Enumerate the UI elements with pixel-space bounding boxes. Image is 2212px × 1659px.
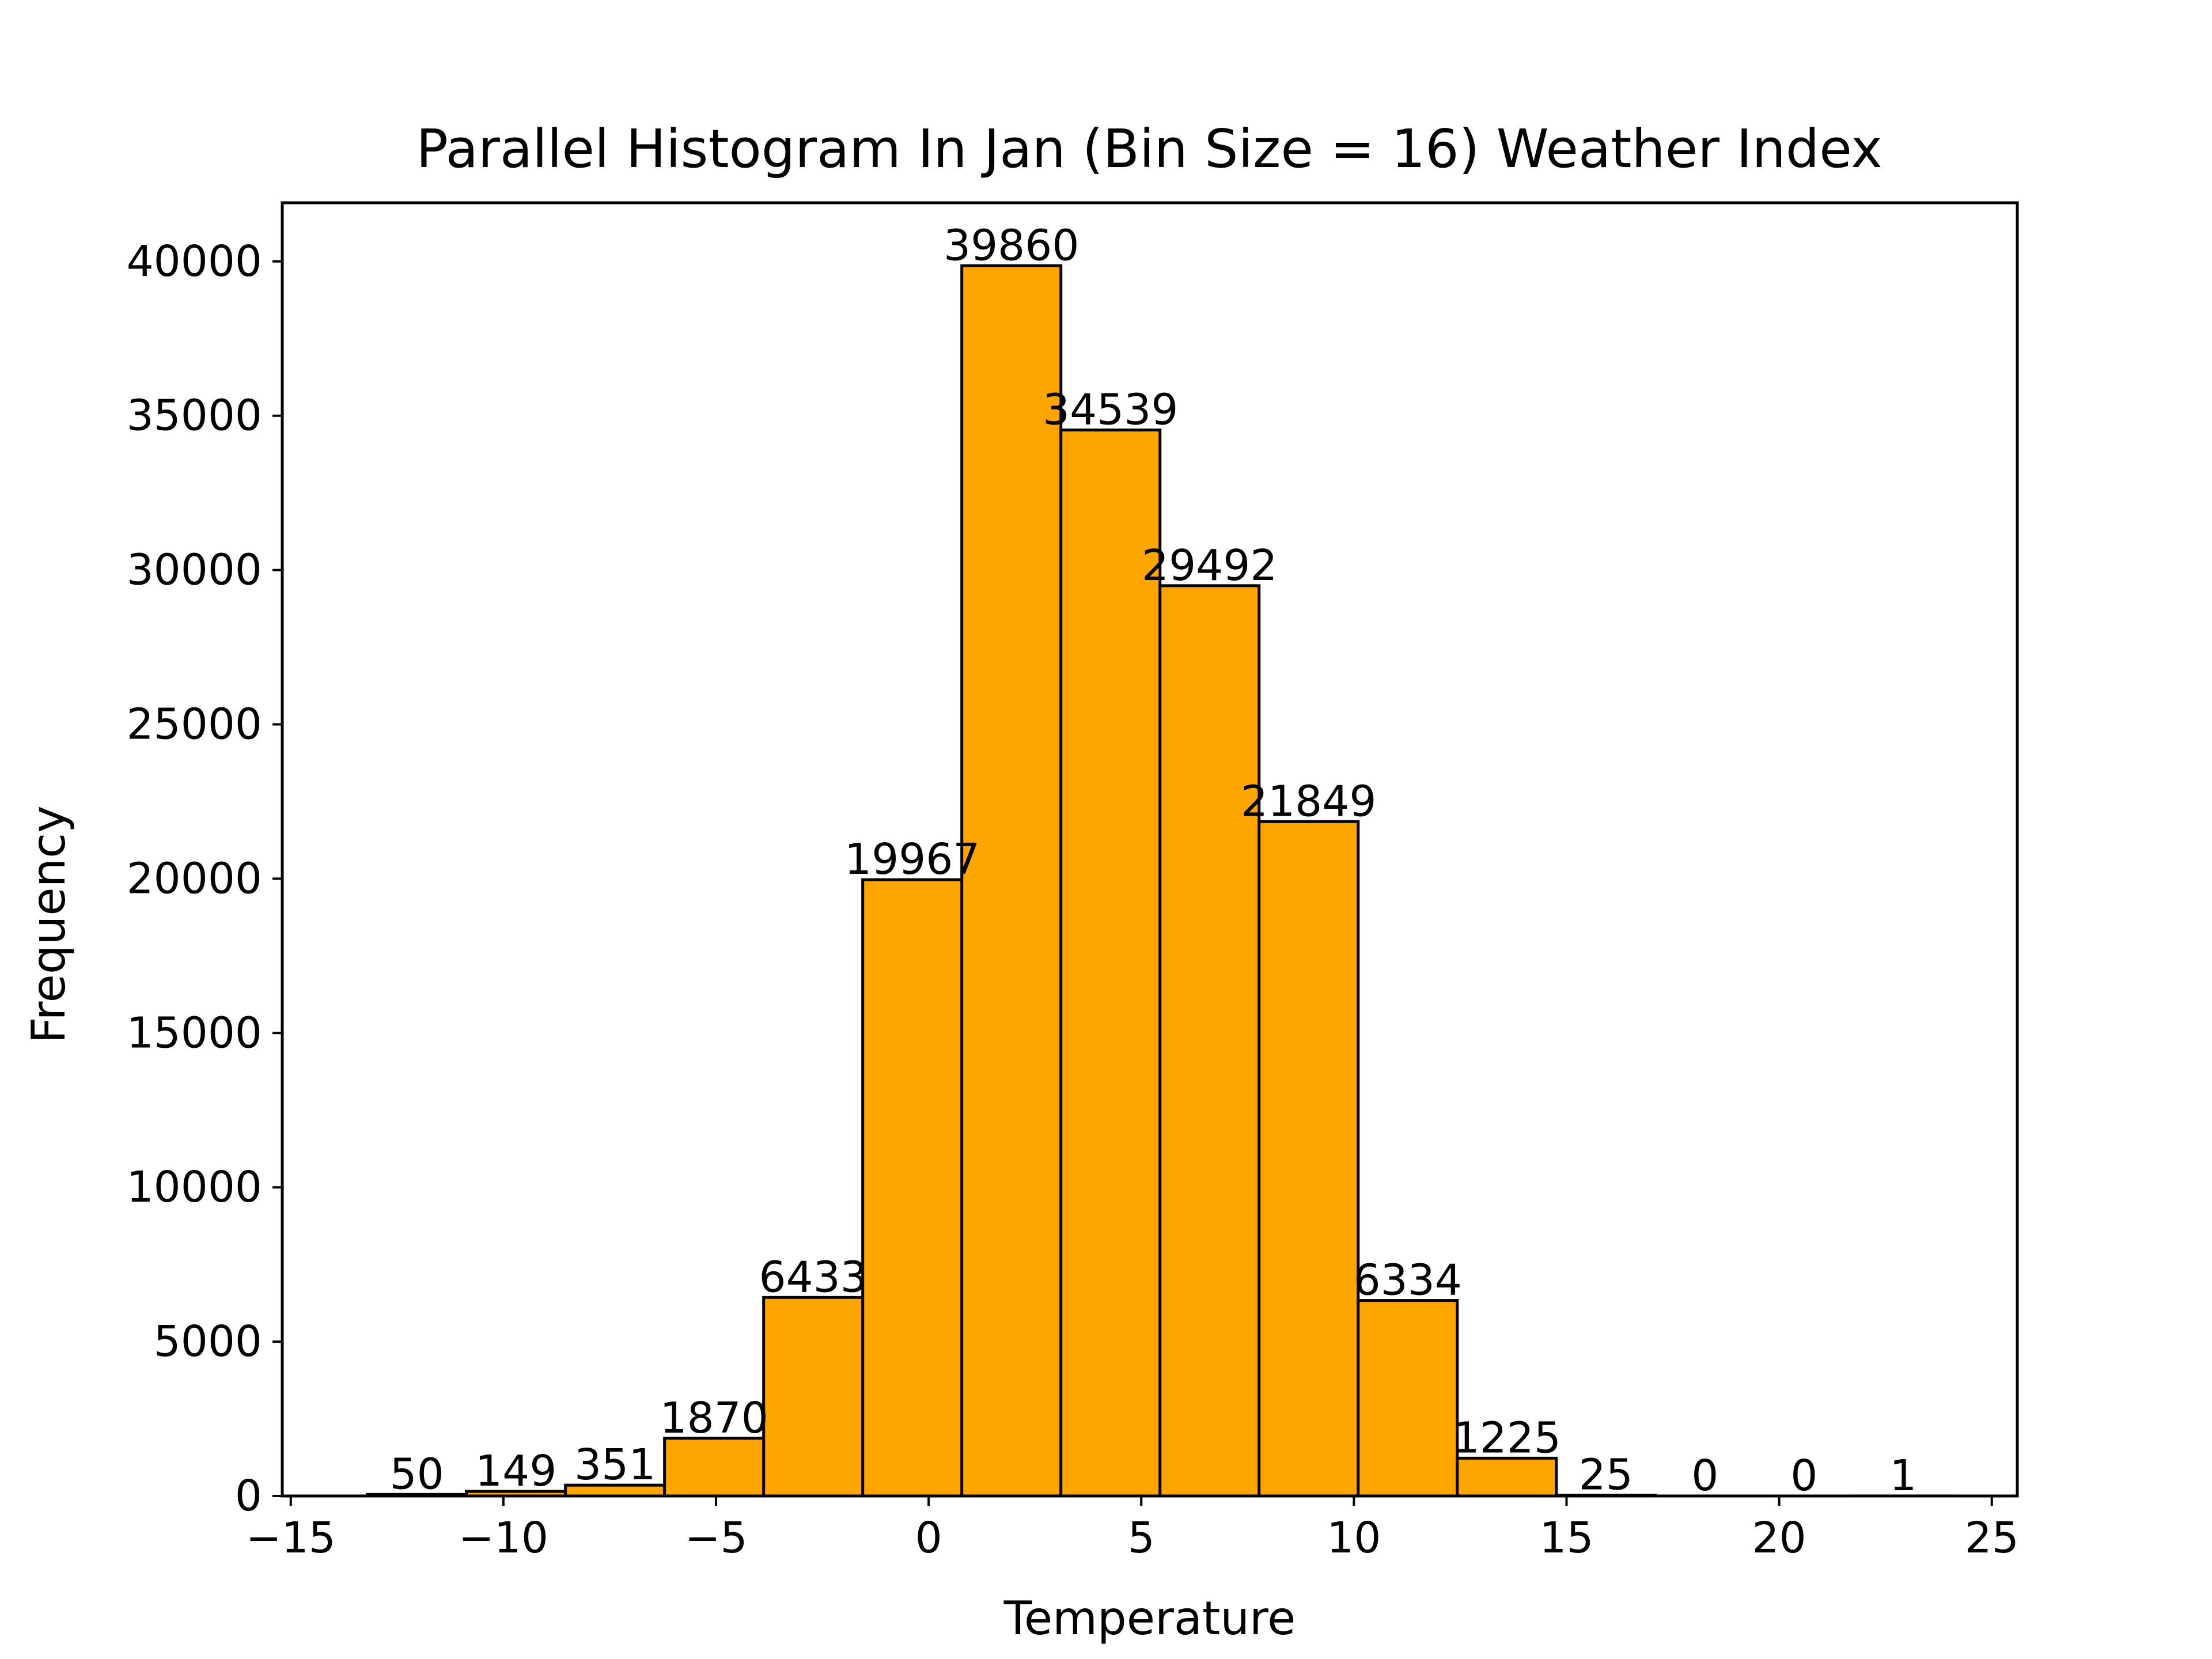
bars-layer — [366, 264, 1955, 1498]
bar-value-label: 6433 — [759, 1252, 868, 1302]
x-tick-label: 5 — [1128, 1513, 1155, 1563]
bar-value-label: 34539 — [1043, 385, 1178, 434]
bar-value-label: 351 — [574, 1440, 656, 1490]
x-tick-label: 15 — [1539, 1513, 1593, 1563]
bar-value-label: 39860 — [944, 221, 1079, 270]
histogram-bar — [1257, 820, 1360, 1498]
y-tick-label: 5000 — [154, 1317, 262, 1366]
bar-value-label: 50 — [390, 1449, 444, 1499]
x-axis-label: Temperature — [1003, 1592, 1296, 1645]
y-tick-label: 20000 — [127, 854, 262, 903]
bar-value-label: 149 — [475, 1446, 556, 1496]
bar-value-label: 6334 — [1354, 1256, 1462, 1305]
histogram-bar — [960, 264, 1063, 1498]
x-axis: −15 −10 −5 0 5 10 15 20 25 — [246, 1496, 2019, 1563]
y-tick-label: 30000 — [127, 546, 262, 595]
x-tick-label: −5 — [684, 1513, 747, 1563]
bar-value-label: 19967 — [844, 835, 980, 884]
bar-value-label: 1870 — [660, 1393, 768, 1443]
x-tick-label: 25 — [1965, 1513, 2019, 1563]
bar-value-label: 0 — [1691, 1451, 1718, 1501]
histogram-bar — [1357, 1299, 1459, 1498]
y-tick-label: 35000 — [127, 391, 262, 441]
y-axis: 0 5000 10000 15000 20000 25000 30000 35000 40000 — [127, 237, 282, 1521]
histogram-bar — [663, 1437, 766, 1498]
y-tick-label: 10000 — [127, 1162, 262, 1212]
histogram-bar — [762, 1296, 865, 1498]
bar-value-label: 25 — [1579, 1450, 1633, 1500]
x-tick-label: 20 — [1752, 1513, 1806, 1563]
y-tick-label: 15000 — [127, 1008, 262, 1058]
plot-frame — [281, 201, 2019, 1498]
x-tick-label: 0 — [915, 1513, 942, 1563]
histogram-bar — [1158, 584, 1261, 1498]
y-axis-label: Frequency — [22, 805, 75, 1043]
y-tick-label: 25000 — [127, 700, 262, 749]
y-tick-label: 40000 — [127, 237, 262, 286]
y-tick-label: 0 — [235, 1471, 262, 1521]
x-tick-label: 10 — [1327, 1513, 1381, 1563]
bar-value-label: 0 — [1790, 1451, 1817, 1501]
chart-title: Parallel Histogram In Jan (Bin Size = 16… — [416, 118, 1882, 180]
histogram-bar — [1059, 428, 1162, 1498]
histogram-bar — [1456, 1456, 1558, 1498]
bar-value-label: 29492 — [1142, 541, 1277, 590]
bar-value-label: 1225 — [1453, 1413, 1561, 1463]
bar-value-label: 1 — [1889, 1451, 1916, 1501]
x-tick-label: −10 — [459, 1513, 548, 1563]
x-tick-label: −15 — [246, 1513, 336, 1563]
histogram-bar — [861, 878, 964, 1498]
bar-value-label: 21849 — [1241, 777, 1376, 826]
